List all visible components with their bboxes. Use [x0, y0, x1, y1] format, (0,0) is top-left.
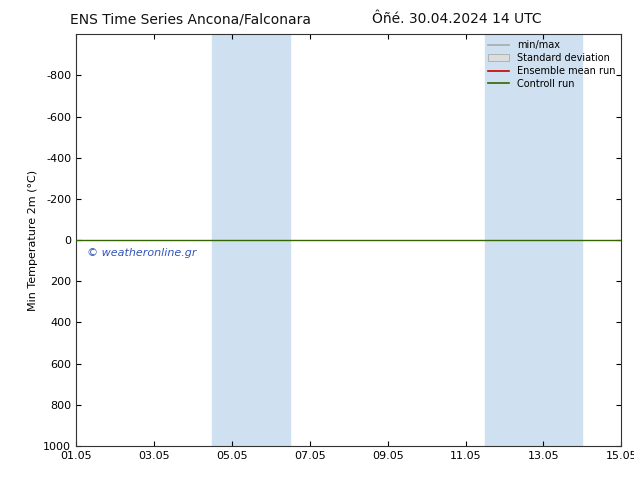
Legend: min/max, Standard deviation, Ensemble mean run, Controll run: min/max, Standard deviation, Ensemble me… [484, 36, 619, 93]
Y-axis label: Min Temperature 2m (°C): Min Temperature 2m (°C) [28, 170, 37, 311]
Text: Ôñé. 30.04.2024 14 UTC: Ôñé. 30.04.2024 14 UTC [372, 12, 541, 26]
Text: ENS Time Series Ancona/Falconara: ENS Time Series Ancona/Falconara [70, 12, 311, 26]
Text: © weatheronline.gr: © weatheronline.gr [87, 248, 197, 258]
Bar [212, 34, 290, 446]
Bar [485, 34, 583, 446]
